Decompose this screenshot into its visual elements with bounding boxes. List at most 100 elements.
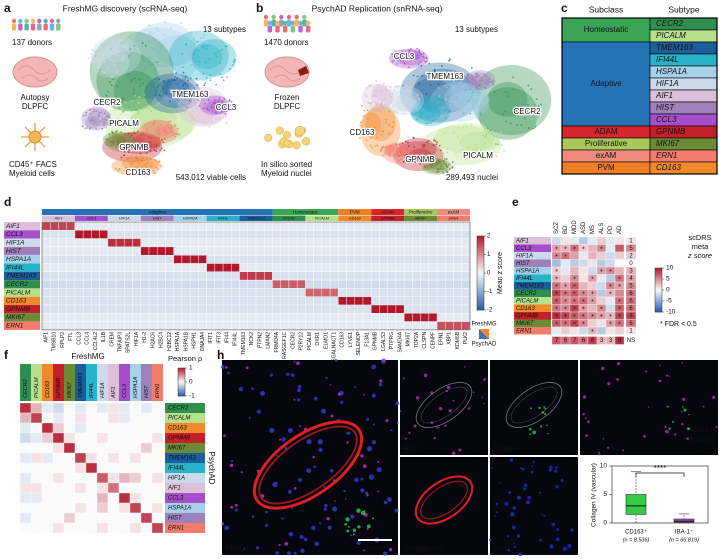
colorbar-step xyxy=(655,298,662,301)
umap-point xyxy=(147,39,150,42)
umap-point xyxy=(181,52,184,55)
heatmap-cell xyxy=(132,246,141,256)
umap-point xyxy=(419,110,421,113)
heatmap-cell xyxy=(255,288,265,297)
heatmap-cell xyxy=(206,221,216,231)
row-label-box xyxy=(4,238,40,247)
umap-point xyxy=(224,45,227,48)
heatmap-cell xyxy=(124,288,133,297)
heatmap-cell xyxy=(436,321,446,331)
colorbar-step xyxy=(477,287,484,291)
heatmap-cell xyxy=(231,279,240,289)
umap-point xyxy=(408,157,411,160)
umap-point xyxy=(492,83,495,86)
heatmap-cell xyxy=(118,482,131,494)
heatmap-cell xyxy=(165,296,174,306)
heatmap-cell xyxy=(453,296,462,306)
heatmap-cell xyxy=(115,254,125,264)
gene-label: CD163 xyxy=(340,332,346,348)
fluor-signal xyxy=(444,424,447,427)
heatmap-cell xyxy=(30,472,43,484)
total-label: 3 xyxy=(609,338,613,344)
umap-point xyxy=(373,126,376,129)
umap-cluster xyxy=(191,39,237,77)
heatmap-cell xyxy=(19,462,32,474)
umap-point xyxy=(483,73,486,76)
row-label-box xyxy=(4,280,40,289)
umap-point xyxy=(165,92,168,95)
umap-point xyxy=(180,22,182,24)
heatmap-cell xyxy=(63,402,76,414)
umap-point xyxy=(86,127,89,130)
umap-point xyxy=(417,63,420,66)
umap-point xyxy=(182,85,184,87)
heatmap-cell xyxy=(288,221,298,231)
heatmap-cell xyxy=(115,313,125,322)
umap-point xyxy=(370,105,373,107)
total-cell xyxy=(614,336,625,345)
umap-point xyxy=(395,63,398,65)
umap-point xyxy=(205,76,208,79)
colorbar-step xyxy=(655,279,662,282)
heatmap-cell xyxy=(107,442,120,454)
umap-point xyxy=(91,48,93,51)
heatmap-cell xyxy=(41,254,51,264)
umap-point xyxy=(441,104,444,107)
umap-point xyxy=(383,82,385,85)
umap-cluster xyxy=(142,119,173,138)
umap-point xyxy=(160,111,162,113)
umap-cluster xyxy=(390,89,421,112)
significance-star: * xyxy=(573,307,576,314)
column-label-box xyxy=(119,364,130,401)
umap-point xyxy=(131,117,133,120)
umap-point xyxy=(184,82,187,84)
donor-icon xyxy=(49,18,55,24)
umap-cluster xyxy=(102,132,126,148)
subtype-bar xyxy=(74,215,108,221)
umap-point xyxy=(445,97,448,100)
umap-point xyxy=(186,93,189,96)
fluor-signal xyxy=(555,485,559,489)
heatmap-cell xyxy=(272,263,281,273)
umap-point xyxy=(151,71,154,74)
significance-star: * xyxy=(609,292,612,299)
heatmap-cell xyxy=(118,462,131,474)
heatmap-cell xyxy=(181,263,191,273)
heatmap-cell xyxy=(288,279,298,289)
subtype-count: 13 subtypes xyxy=(455,25,498,34)
fluor-signal xyxy=(587,420,590,424)
umap-point xyxy=(405,148,408,151)
umap-point xyxy=(371,95,374,98)
donor-icon xyxy=(298,25,303,33)
heatmap-cell xyxy=(58,246,67,256)
umap-point xyxy=(428,62,431,65)
heatmap-cell xyxy=(313,246,323,256)
colorbar-tick-label: -1 xyxy=(189,393,195,400)
panel-label: d xyxy=(4,195,11,209)
umap-point xyxy=(139,167,142,170)
column-label-box xyxy=(31,364,42,401)
heatmap-cell xyxy=(313,230,323,239)
colorbar-step xyxy=(178,383,185,386)
colorbar-step xyxy=(178,376,185,379)
umap-point xyxy=(218,116,221,119)
heatmap-cell xyxy=(148,288,158,297)
row-label: ERN1 xyxy=(168,526,184,532)
heatmap-cell xyxy=(99,279,109,289)
colorbar-step xyxy=(655,291,662,294)
umap-point xyxy=(130,135,133,138)
heatmap-cell xyxy=(52,512,65,524)
heatmap-cell xyxy=(280,321,290,331)
heatmap-cell xyxy=(321,254,331,264)
fluor-signal xyxy=(354,386,357,389)
heatmap-cell xyxy=(395,246,405,256)
significance-star: * xyxy=(555,299,558,306)
gene-label: TMSB10 xyxy=(52,332,58,352)
row-label: PICALM xyxy=(168,416,190,422)
colorbar-step xyxy=(655,275,662,278)
umap-point xyxy=(373,94,376,97)
umap-point xyxy=(391,126,394,128)
umap-point xyxy=(138,78,141,81)
cluster-label: TMEM163 xyxy=(172,90,209,99)
heatmap-cell xyxy=(461,304,471,314)
